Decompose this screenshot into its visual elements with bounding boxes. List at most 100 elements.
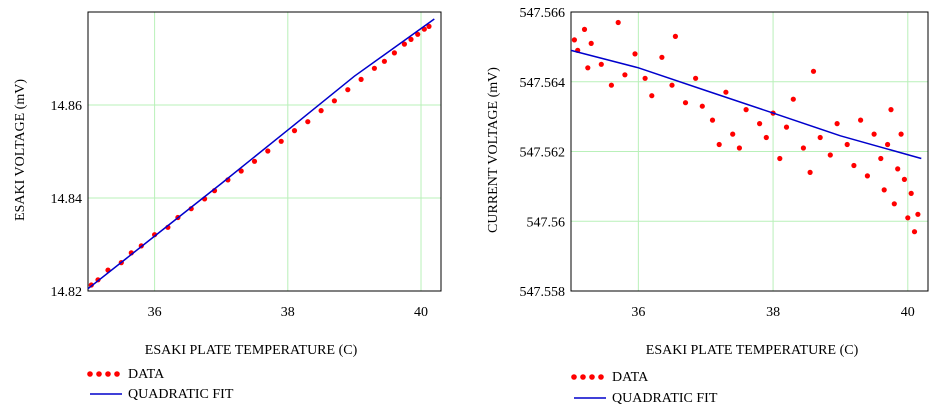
data-point (408, 36, 414, 43)
data-point (905, 215, 911, 221)
data-point (716, 141, 722, 148)
legend-label-data: DATA (128, 367, 165, 382)
data-point (834, 121, 840, 127)
legend-data-marker (580, 374, 586, 380)
data-point (736, 145, 743, 151)
legend-data-marker (571, 374, 577, 380)
data-point (699, 103, 705, 109)
data-point (672, 33, 679, 40)
data-point (358, 76, 364, 82)
y-tick-label: 547.56 (527, 215, 566, 230)
x-tick-label: 36 (148, 305, 162, 320)
data-point (763, 134, 769, 141)
data-point (251, 158, 258, 164)
legend-data-marker (589, 374, 595, 380)
data-point (851, 162, 857, 169)
data-point (318, 108, 324, 114)
data-point (783, 124, 790, 130)
x-tick-label: 38 (766, 305, 780, 320)
legend-label-fit: QUADRATIC FIT (128, 387, 234, 402)
y-tick-label: 547.558 (520, 285, 566, 300)
plot-frame (570, 11, 929, 292)
x-axis-label: ESAKI PLATE TEMPERATURE (C) (646, 343, 859, 358)
data-point (800, 145, 807, 151)
chart-panel-1: 36 38 40 14.82 14.84 14.86 ESAKI PLATE TEMPERA… (13, 11, 442, 402)
x-tick-label: 40 (414, 305, 428, 320)
data-point (817, 134, 823, 141)
legend-data-marker (105, 371, 111, 377)
data-point (885, 141, 891, 148)
legend: DATA QUADRATIC FIT (87, 367, 234, 402)
data-point (371, 65, 377, 71)
data-point (915, 211, 921, 217)
data-point (895, 166, 901, 172)
fit-line (87, 18, 435, 290)
data-point (827, 152, 833, 158)
y-tick-label: 14.86 (51, 99, 83, 114)
plot-frame (87, 11, 442, 292)
data-point (391, 50, 397, 56)
y-axis-label: ESAKI VOLTAGE (mV) (13, 79, 28, 221)
data-point (331, 98, 337, 104)
data-point (858, 117, 864, 123)
data-point (790, 96, 796, 102)
data-point (265, 148, 271, 154)
data-point (238, 168, 244, 174)
data-point (615, 19, 621, 26)
legend-label-data: DATA (612, 370, 649, 385)
data-point (632, 51, 638, 57)
data-point (864, 173, 871, 179)
data-point (401, 41, 407, 47)
data-point (888, 107, 894, 113)
y-tick-label: 14.84 (51, 192, 83, 207)
data-point (415, 31, 421, 37)
legend-label-fit: QUADRATIC FIT (612, 391, 718, 406)
fit-line (570, 49, 922, 160)
legend-data-marker (96, 371, 102, 377)
data-point (669, 82, 675, 88)
data-point (878, 155, 884, 162)
data-point (881, 187, 887, 193)
x-tick-label: 40 (901, 305, 915, 320)
x-axis-label: ESAKI PLATE TEMPERATURE (C) (145, 343, 358, 358)
data-point (345, 87, 351, 93)
legend-data-marker (114, 371, 120, 377)
data-point (757, 121, 763, 127)
data-point (426, 23, 432, 29)
legend-data-marker (87, 371, 93, 377)
data-point (381, 58, 387, 64)
data-point (581, 26, 588, 32)
legend: DATA QUADRATIC FIT (571, 370, 718, 406)
data-point (730, 131, 736, 137)
data-point (649, 93, 655, 99)
data-point (807, 169, 813, 175)
data-point (278, 138, 284, 144)
data-point (291, 128, 298, 134)
data-point (810, 68, 817, 74)
data-point (901, 176, 908, 182)
data-point (659, 54, 665, 60)
y-tick-label: 547.562 (520, 146, 566, 161)
data-point (898, 131, 904, 137)
data-point (743, 107, 749, 113)
data-point (585, 65, 591, 71)
data-point (598, 61, 604, 67)
data-point (622, 72, 628, 78)
data-point (682, 100, 689, 106)
data-point (642, 75, 648, 81)
y-tick-label: 14.82 (51, 285, 83, 300)
data-point (588, 40, 594, 47)
y-axis-label: CURRENT VOLTAGE (mV) (486, 67, 501, 233)
x-tick-label: 36 (631, 305, 645, 320)
data-point (911, 229, 918, 235)
chart-panel-2: 36 38 40 547.558 547.56 547.562 547.564 547.566… (486, 6, 929, 406)
data-point (305, 119, 311, 125)
data-point (608, 82, 615, 88)
data-point (871, 131, 877, 137)
y-tick-label: 547.566 (520, 6, 566, 21)
data-point (844, 141, 850, 148)
data-point (891, 201, 897, 207)
y-tick-label: 547.564 (520, 76, 566, 91)
data-point (777, 155, 783, 162)
